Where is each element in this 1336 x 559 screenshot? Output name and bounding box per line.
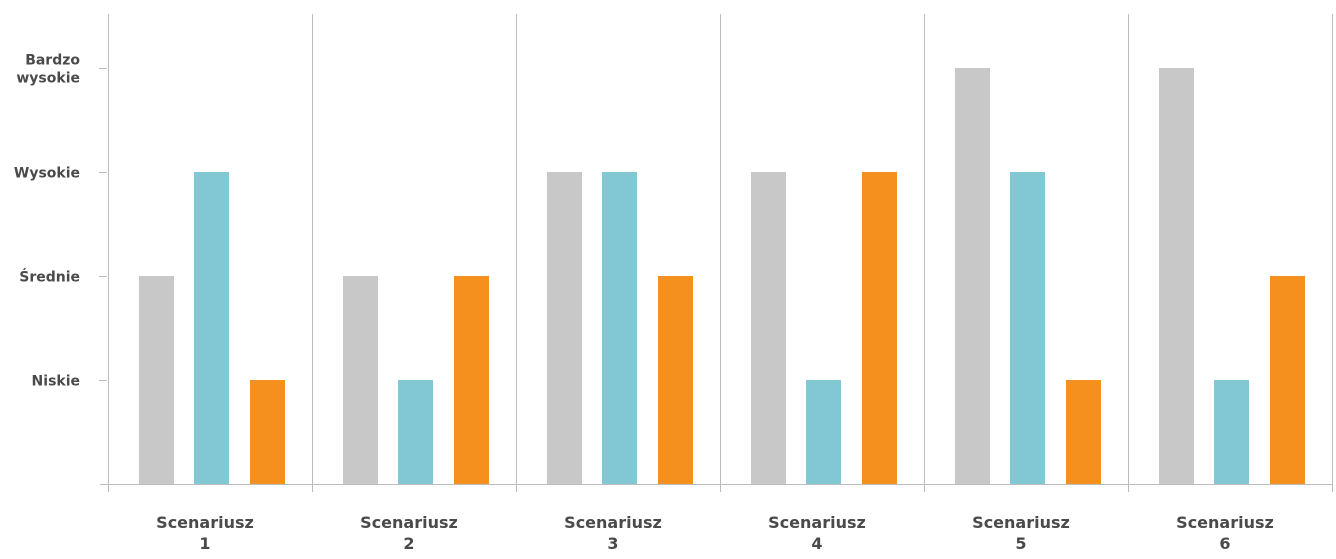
bar-series-3-cat-3 bbox=[658, 276, 693, 484]
y-tick-label-line: Bardzo bbox=[25, 53, 80, 69]
x-category-label-2: Scenariusz 2 bbox=[360, 513, 458, 553]
y-tick-label-1: Niskie bbox=[32, 374, 80, 390]
bar-series-3-cat-6 bbox=[1270, 276, 1305, 484]
y-tick-label-line: Niskie bbox=[32, 374, 80, 390]
bar-series-3-cat-1 bbox=[250, 380, 285, 484]
bar-series-2-cat-6 bbox=[1214, 380, 1249, 484]
x-category-label-line: Scenariusz bbox=[564, 513, 662, 532]
bar-series-2-cat-4 bbox=[806, 380, 841, 484]
x-category-label-line: 6 bbox=[1219, 534, 1230, 553]
y-tick-label-3: Wysokie bbox=[14, 166, 80, 182]
x-category-label-line: 4 bbox=[811, 534, 822, 553]
bar-series-2-cat-2 bbox=[398, 380, 433, 484]
x-category-label-5: Scenariusz 5 bbox=[972, 513, 1070, 553]
x-category-label-line: 2 bbox=[403, 534, 414, 553]
bar-series-1-cat-5 bbox=[955, 68, 990, 484]
x-category-label-line: Scenariusz bbox=[972, 513, 1070, 532]
x-category-label-line: Scenariusz bbox=[156, 513, 254, 532]
x-category-label-line: Scenariusz bbox=[360, 513, 458, 532]
x-category-label-line: Scenariusz bbox=[768, 513, 866, 532]
x-category-label-line: 1 bbox=[199, 534, 210, 553]
y-tick-label-4: Bardzo wysokie bbox=[16, 53, 80, 87]
x-category-label-line: 3 bbox=[607, 534, 618, 553]
y-tick-label-2: Średnie bbox=[19, 268, 80, 286]
bar-series-1-cat-6 bbox=[1159, 68, 1194, 484]
bar-series-3-cat-5 bbox=[1066, 380, 1101, 484]
bar-series-2-cat-1 bbox=[194, 172, 229, 484]
y-tick-label-line: Średnie bbox=[19, 268, 80, 286]
x-category-label-3: Scenariusz 3 bbox=[564, 513, 662, 553]
bar-series-2-cat-3 bbox=[602, 172, 637, 484]
bar-series-1-cat-1 bbox=[139, 276, 174, 484]
y-tick-label-line: wysokie bbox=[16, 71, 80, 87]
x-category-label-1: Scenariusz 1 bbox=[156, 513, 254, 553]
bar-series-1-cat-2 bbox=[343, 276, 378, 484]
bar-series-3-cat-4 bbox=[862, 172, 897, 484]
bar-series-2-cat-5 bbox=[1010, 172, 1045, 484]
x-category-label-line: Scenariusz bbox=[1176, 513, 1274, 532]
bar-series-1-cat-3 bbox=[547, 172, 582, 484]
bar-series-3-cat-2 bbox=[454, 276, 489, 484]
y-tick-label-line: Wysokie bbox=[14, 166, 80, 182]
bar-series-1-cat-4 bbox=[751, 172, 786, 484]
x-category-label-4: Scenariusz 4 bbox=[768, 513, 866, 553]
x-category-label-6: Scenariusz 6 bbox=[1176, 513, 1274, 553]
x-category-label-line: 5 bbox=[1015, 534, 1026, 553]
